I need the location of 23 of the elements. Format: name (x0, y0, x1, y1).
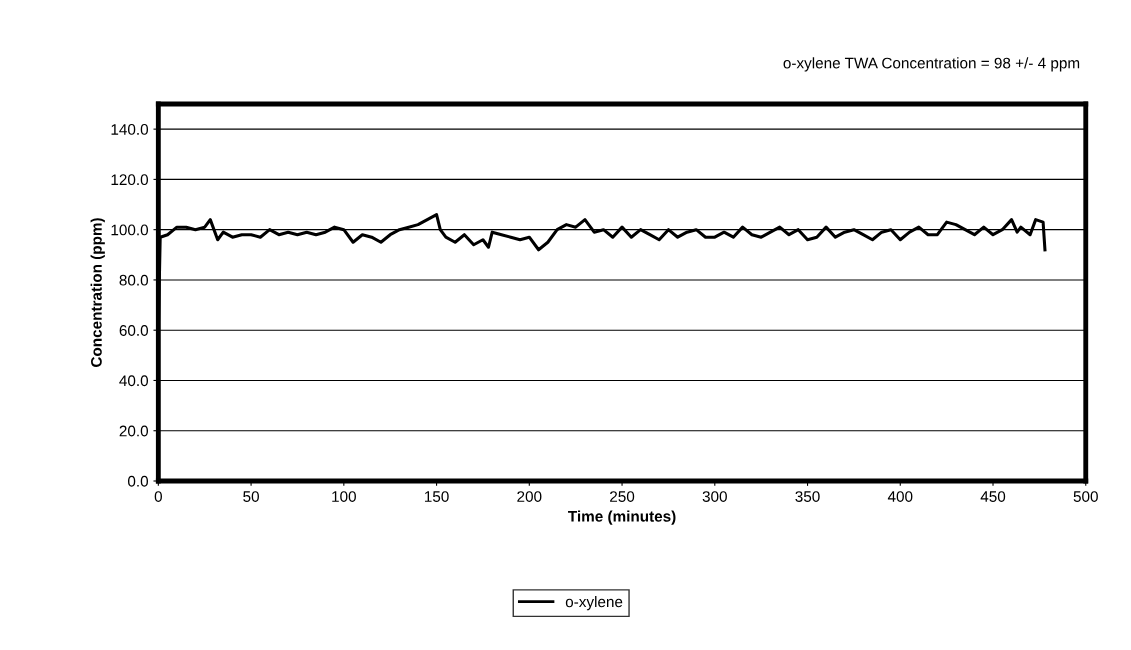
x-axis-title: Time (minutes) (568, 510, 676, 525)
y-tick-label: 60.0 (119, 325, 149, 336)
legend-label: o-xylene (565, 596, 623, 611)
y-tick-label: 140.0 (111, 124, 149, 135)
x-tick-label: 200 (517, 491, 542, 502)
x-tick-label: 350 (795, 491, 820, 502)
text: o-xylene TWA Concentration = 98 +/- 4 ppm (783, 57, 1080, 72)
y-axis-title: Concentration (ppm) (90, 218, 105, 367)
y-tick-label: 100.0 (111, 224, 149, 236)
x-tick-label: 150 (424, 491, 449, 502)
y-tick-label: 80.0 (119, 274, 149, 286)
x-tick-label: 0 (154, 491, 162, 502)
y-tick-label: 20.0 (119, 425, 149, 437)
x-tick-label: 250 (610, 491, 635, 502)
x-tick-label: 50 (243, 491, 259, 502)
y-tick-label: 120.0 (111, 174, 149, 186)
x-tick-label: 400 (887, 491, 913, 502)
y-tick-label: 40.0 (119, 375, 149, 387)
y-tick-label: 0.0 (127, 475, 149, 487)
x-tick-label: 500 (1073, 491, 1098, 502)
x-tick-label: 450 (980, 491, 1006, 502)
x-tick-label: 100 (332, 491, 356, 502)
x-tick-label: 300 (702, 491, 727, 502)
